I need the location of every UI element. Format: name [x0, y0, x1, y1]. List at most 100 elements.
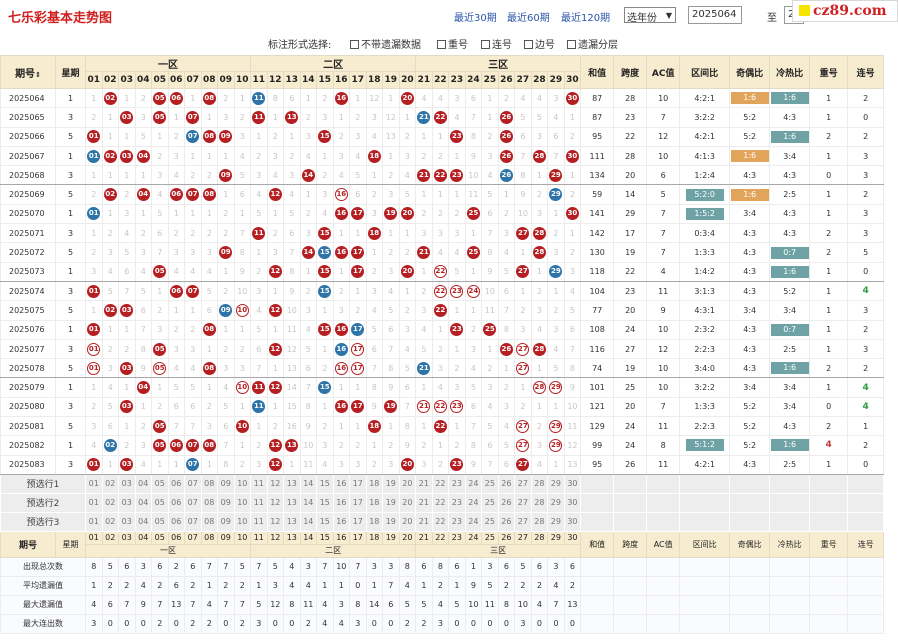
preselect-number[interactable]: 21	[415, 492, 433, 513]
preselect-number[interactable]: 17	[349, 473, 367, 494]
preselect-number[interactable]: 10	[233, 511, 252, 532]
preselect-number[interactable]: 13	[283, 511, 301, 532]
preselect-number[interactable]: 14	[299, 492, 318, 513]
preselect-number[interactable]: 12	[266, 473, 285, 494]
preselect-number[interactable]: 20	[398, 473, 417, 494]
period-link-30[interactable]: 最近30期	[454, 13, 497, 24]
preselect-number[interactable]: 16	[332, 511, 351, 532]
preselect-number[interactable]: 22	[431, 511, 450, 532]
preselect-number[interactable]: 23	[448, 511, 466, 532]
preselect-number[interactable]: 04	[134, 473, 152, 494]
preselect-number[interactable]: 23	[448, 473, 466, 494]
preselect-number[interactable]: 26	[497, 511, 516, 532]
preselect-number[interactable]: 03	[118, 511, 136, 532]
preselect-number[interactable]: 11	[250, 492, 268, 513]
preselect-row[interactable]: 预选行2 01 02 03 04 05 06 07 08 09 10 11 12 13 14 15 16 17 18…	[0, 492, 885, 513]
preselect-row[interactable]: 预选行3 01 02 03 04 05 06 07 08 09 10 11 12 13 14 15 16 17 18…	[0, 511, 885, 532]
preselect-number[interactable]: 05	[151, 492, 169, 513]
preselect-number[interactable]: 29	[547, 511, 565, 532]
preselect-number[interactable]: 17	[349, 511, 367, 532]
preselect-number[interactable]: 22	[431, 492, 450, 513]
preselect-number[interactable]: 15	[316, 473, 334, 494]
preselect-number[interactable]: 20	[398, 492, 417, 513]
preselect-number[interactable]: 22	[431, 473, 450, 494]
preselect-number[interactable]: 14	[299, 511, 318, 532]
option-consecutive[interactable]: 连号	[481, 36, 512, 51]
preselect-number[interactable]: 25	[481, 473, 499, 494]
preselect-number[interactable]: 23	[448, 492, 466, 513]
year-select[interactable]: 选年份 ▼	[624, 7, 676, 24]
preselect-number[interactable]: 02	[101, 492, 119, 513]
preselect-number[interactable]: 28	[530, 473, 549, 494]
preselect-number[interactable]: 28	[530, 492, 549, 513]
preselect-number[interactable]: 14	[299, 473, 318, 494]
range-from-input[interactable]: 2025064	[688, 6, 742, 24]
preselect-number[interactable]: 18	[365, 492, 384, 513]
preselect-number[interactable]: 09	[217, 473, 235, 494]
preselect-number[interactable]: 26	[497, 492, 516, 513]
preselect-number[interactable]: 27	[514, 492, 532, 513]
preselect-number[interactable]: 29	[547, 492, 565, 513]
preselect-number[interactable]: 12	[266, 511, 285, 532]
preselect-number[interactable]: 13	[283, 473, 301, 494]
preselect-number[interactable]: 10	[233, 492, 252, 513]
preselect-number[interactable]: 21	[415, 511, 433, 532]
preselect-number[interactable]: 24	[464, 511, 483, 532]
preselect-number[interactable]: 08	[200, 473, 218, 494]
preselect-number[interactable]: 26	[497, 473, 516, 494]
preselect-number[interactable]: 15	[316, 511, 334, 532]
preselect-number[interactable]: 04	[134, 511, 152, 532]
preselect-number[interactable]: 25	[481, 511, 499, 532]
preselect-number[interactable]: 06	[167, 492, 185, 513]
preselect-number[interactable]: 28	[530, 511, 549, 532]
option-layer[interactable]: 遗漏分层	[567, 36, 618, 51]
preselect-number[interactable]: 07	[184, 511, 202, 532]
period-header[interactable]: 期号⇕	[0, 55, 56, 89]
preselect-number[interactable]: 13	[283, 492, 301, 513]
preselect-number[interactable]: 27	[514, 473, 532, 494]
option-edge[interactable]: 边号	[524, 36, 555, 51]
preselect-number[interactable]: 02	[101, 511, 119, 532]
preselect-number[interactable]: 21	[415, 473, 433, 494]
preselect-row[interactable]: 预选行1 01 02 03 04 05 06 07 08 09 10 11 12 13 14 15 16 17 18…	[0, 473, 885, 494]
preselect-number[interactable]: 03	[118, 473, 136, 494]
preselect-number[interactable]: 06	[167, 511, 185, 532]
preselect-number[interactable]: 11	[250, 473, 268, 494]
preselect-number[interactable]: 03	[118, 492, 136, 513]
preselect-number[interactable]: 24	[464, 473, 483, 494]
preselect-number[interactable]: 16	[332, 492, 351, 513]
preselect-number[interactable]: 29	[547, 473, 565, 494]
preselect-number[interactable]: 02	[101, 473, 119, 494]
option-repeat[interactable]: 重号	[437, 36, 468, 51]
preselect-number[interactable]: 20	[398, 511, 417, 532]
preselect-number[interactable]: 08	[200, 511, 218, 532]
preselect-number[interactable]: 27	[514, 511, 532, 532]
preselect-number[interactable]: 18	[365, 511, 384, 532]
preselect-number[interactable]: 25	[481, 492, 499, 513]
preselect-number[interactable]: 09	[217, 492, 235, 513]
preselect-number[interactable]: 24	[464, 492, 483, 513]
preselect-number[interactable]: 09	[217, 511, 235, 532]
preselect-number[interactable]: 19	[382, 492, 400, 513]
preselect-number[interactable]: 30	[563, 473, 582, 494]
preselect-number[interactable]: 01	[85, 511, 103, 532]
preselect-number[interactable]: 06	[167, 473, 185, 494]
preselect-number[interactable]: 05	[151, 473, 169, 494]
preselect-number[interactable]: 08	[200, 492, 218, 513]
preselect-number[interactable]: 01	[85, 492, 103, 513]
period-link-120[interactable]: 最近120期	[561, 13, 611, 24]
preselect-number[interactable]: 19	[382, 511, 400, 532]
preselect-number[interactable]: 07	[184, 492, 202, 513]
preselect-number[interactable]: 05	[151, 511, 169, 532]
preselect-number[interactable]: 11	[250, 511, 268, 532]
preselect-number[interactable]: 17	[349, 492, 367, 513]
option-no-omission[interactable]: 不带遗漏数据	[350, 36, 421, 51]
preselect-number[interactable]: 01	[85, 473, 103, 494]
preselect-number[interactable]: 30	[563, 511, 582, 532]
preselect-number[interactable]: 18	[365, 473, 384, 494]
preselect-number[interactable]: 07	[184, 473, 202, 494]
preselect-number[interactable]: 10	[233, 473, 252, 494]
preselect-number[interactable]: 19	[382, 473, 400, 494]
preselect-number[interactable]: 12	[266, 492, 285, 513]
preselect-number[interactable]: 16	[332, 473, 351, 494]
